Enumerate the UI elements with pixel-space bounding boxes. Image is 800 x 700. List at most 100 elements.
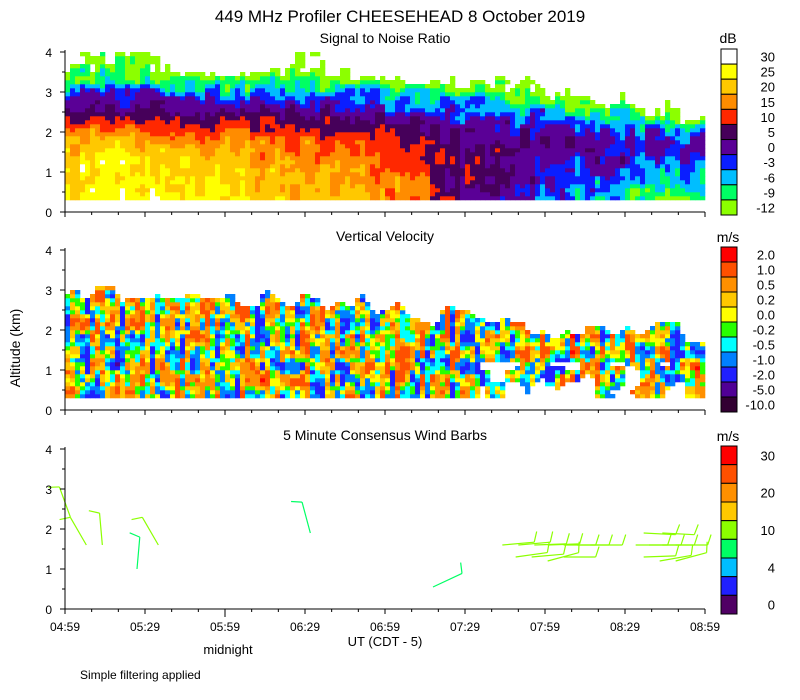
snr-cell: [65, 92, 71, 97]
snr-cell: [350, 180, 356, 185]
snr-cell: [295, 100, 301, 105]
snr-cell: [290, 92, 296, 97]
velocity-cell: [220, 330, 226, 335]
snr-cell: [325, 180, 331, 185]
snr-cell: [370, 112, 376, 117]
velocity-cell: [275, 298, 281, 303]
velocity-cell: [115, 326, 121, 331]
velocity-cell: [195, 342, 201, 347]
velocity-cell: [235, 322, 241, 327]
snr-cell: [570, 136, 576, 141]
snr-cell: [580, 168, 586, 173]
snr-cell: [295, 108, 301, 113]
snr-cell: [530, 160, 536, 165]
snr-cell: [115, 68, 121, 73]
velocity-cell: [205, 310, 211, 315]
velocity-cell: [105, 326, 111, 331]
snr-cell: [630, 152, 636, 157]
snr-cell: [380, 168, 386, 173]
snr-cell: [225, 148, 231, 153]
snr-cell: [655, 148, 661, 153]
snr-cell: [115, 152, 121, 157]
snr-cell: [375, 124, 381, 129]
snr-cell: [325, 100, 331, 105]
snr-cell: [510, 172, 516, 177]
snr-cell: [555, 164, 561, 169]
snr-cell: [90, 152, 96, 157]
velocity-cell: [90, 362, 96, 367]
velocity-cell: [135, 326, 141, 331]
velocity-cell: [125, 370, 131, 375]
snr-cell: [400, 188, 406, 193]
snr-cell: [590, 164, 596, 169]
snr-cell: [460, 152, 466, 157]
snr-cell: [545, 172, 551, 177]
velocity-cell: [280, 390, 286, 395]
velocity-cell: [105, 370, 111, 375]
snr-cell: [235, 144, 241, 149]
snr-cell: [90, 124, 96, 129]
velocity-cell: [220, 378, 226, 383]
velocity-cell: [280, 366, 286, 371]
snr-cell: [495, 184, 501, 189]
velocity-cell: [155, 306, 161, 311]
velocity-cell: [275, 358, 281, 363]
snr-cell: [255, 100, 261, 105]
velocity-cell: [255, 322, 261, 327]
snr-cell: [210, 88, 216, 93]
velocity-cell: [255, 374, 261, 379]
velocity-cell: [90, 330, 96, 335]
snr-cell: [125, 192, 131, 197]
snr-cell: [95, 116, 101, 121]
snr-cell: [320, 104, 326, 109]
snr-cell: [305, 112, 311, 117]
snr-cell: [590, 108, 596, 113]
snr-cell: [355, 172, 361, 177]
snr-cell: [455, 164, 461, 169]
velocity-cell: [195, 382, 201, 387]
snr-cell: [220, 100, 226, 105]
snr-cell: [645, 140, 651, 145]
snr-cell: [250, 152, 256, 157]
velocity-cell: [250, 374, 256, 379]
snr-cell: [390, 196, 396, 201]
snr-cell: [130, 52, 136, 57]
velocity-cell: [280, 386, 286, 391]
snr-cell: [140, 176, 146, 181]
snr-cell: [440, 152, 446, 157]
velocity-cell: [260, 354, 266, 359]
snr-cell: [175, 160, 181, 165]
snr-cell: [220, 116, 226, 121]
snr-cell: [295, 132, 301, 137]
velocity-cell: [75, 330, 81, 335]
snr-cell: [200, 80, 206, 85]
snr-cell: [70, 120, 76, 125]
snr-cell: [325, 104, 331, 109]
velocity-cell: [220, 338, 226, 343]
snr-cell: [550, 100, 556, 105]
snr-cell: [110, 116, 116, 121]
velocity-cell: [170, 306, 176, 311]
velocity-cell: [65, 362, 71, 367]
snr-cell: [605, 156, 611, 161]
velocity-cell: [180, 298, 186, 303]
snr-cell: [700, 180, 706, 185]
snr-cell: [450, 196, 456, 201]
snr-cell: [575, 192, 581, 197]
snr-cell: [670, 116, 676, 121]
velocity-cell: [140, 370, 146, 375]
velocity-cell: [95, 314, 101, 319]
snr-cell: [650, 140, 656, 145]
velocity-cell: [130, 298, 136, 303]
snr-cell: [285, 184, 291, 189]
snr-cell: [265, 176, 271, 181]
velocity-cell: [175, 326, 181, 331]
velocity-cell: [95, 354, 101, 359]
snr-cell: [320, 132, 326, 137]
snr-cell: [660, 144, 666, 149]
snr-cell: [195, 160, 201, 165]
snr-cell: [190, 196, 196, 201]
velocity-cell: [280, 318, 286, 323]
velocity-cell: [240, 346, 246, 351]
snr-cell: [295, 172, 301, 177]
